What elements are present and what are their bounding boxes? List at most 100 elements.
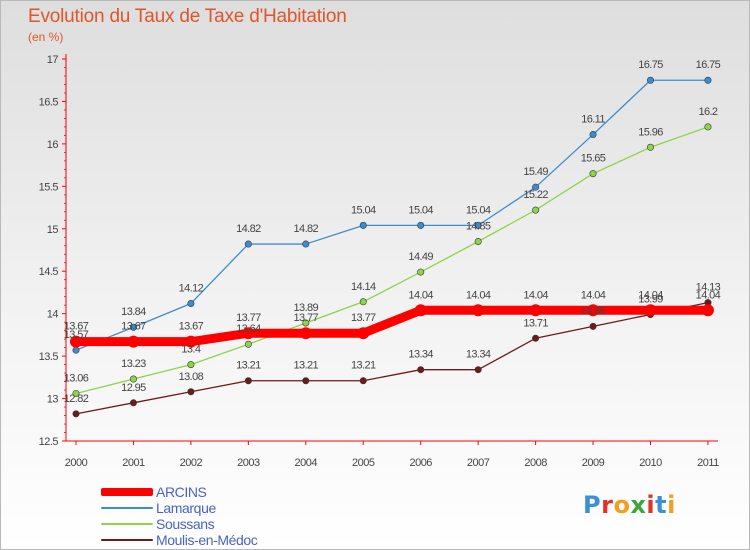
y-tick-label: 14.5 [39, 266, 59, 278]
data-label: 13.67 [179, 321, 204, 333]
legend-item: Soussans [101, 516, 257, 532]
data-label: 15.04 [466, 204, 491, 216]
y-tick-label: 17 [47, 54, 59, 66]
data-point [127, 335, 140, 348]
y-tick-label: 16 [47, 139, 59, 151]
data-label: 15.04 [351, 204, 376, 216]
data-label: 15.65 [581, 153, 606, 165]
data-point [589, 131, 597, 139]
data-label: 13.89 [294, 302, 319, 314]
data-label: 12.82 [64, 393, 89, 405]
legend-swatch [101, 488, 153, 496]
data-label: 14.82 [294, 223, 319, 235]
x-tick-label: 2001 [122, 457, 145, 469]
data-point [532, 183, 540, 191]
legend-item: Lamarque [101, 500, 257, 516]
data-point [359, 298, 367, 306]
data-point [244, 340, 252, 348]
x-tick-label: 2010 [639, 457, 662, 469]
data-point [646, 143, 654, 151]
series-line-3 [75, 301, 709, 415]
data-label: 16.75 [638, 59, 663, 71]
data-point [589, 322, 597, 330]
data-label: 16.11 [581, 114, 605, 126]
data-point [417, 366, 425, 374]
data-label: 13.67 [64, 321, 89, 333]
x-tick-label: 2007 [467, 457, 490, 469]
legend-swatch [101, 523, 153, 525]
data-label: 14.04 [581, 289, 606, 301]
data-point [532, 334, 540, 342]
x-tick-label: 2005 [352, 457, 375, 469]
data-point [187, 388, 195, 396]
data-point [359, 377, 367, 385]
data-label: 15.49 [523, 166, 548, 178]
data-point [474, 238, 482, 246]
logo-letter: o [613, 491, 631, 519]
data-point [299, 327, 312, 340]
x-tick-label: 2011 [697, 457, 719, 469]
data-label: 13.77 [351, 312, 376, 324]
x-tick-label: 2002 [180, 457, 203, 469]
legend-label: Soussans [156, 516, 215, 532]
y-tick-label: 15.5 [39, 181, 59, 193]
chart-subtitle: (en %) [28, 30, 64, 44]
y-tick-label: 15 [47, 224, 59, 236]
axes: 12.5 13 13.5 14 14.5 15 15.5 16 16.5 17 2000 2001 20… [39, 54, 720, 469]
data-point [244, 240, 252, 248]
data-point [72, 346, 80, 354]
y-tick-label: 13 [47, 394, 59, 406]
data-label: 14.82 [236, 223, 261, 235]
data-label: 15.22 [523, 189, 548, 201]
legend-label: Moulis-en-Médoc [156, 532, 258, 548]
data-point [72, 389, 80, 397]
y-tick-label: 14 [47, 309, 59, 321]
data-label: 14.04 [638, 289, 663, 301]
data-label: 12.95 [121, 382, 146, 394]
data-point [357, 327, 370, 340]
logo-letter: t [655, 491, 668, 519]
data-label: 13.21 [236, 360, 261, 372]
x-tick-label: 2006 [409, 457, 432, 469]
series-line-1 [75, 79, 709, 351]
series-lines [70, 76, 714, 418]
chart-title: Evolution du Taux de Taxe d'Habitation [28, 6, 347, 27]
proxiti-logo: Proxiti [583, 491, 676, 519]
data-point [474, 366, 482, 374]
x-tick-label: 2004 [295, 457, 318, 469]
x-tick-label: 2003 [237, 457, 260, 469]
data-labels: 13.67 13.67 13.67 13.77 13.77 13.77 14.04 14.04… [64, 59, 722, 405]
x-tick-label: 2008 [524, 457, 547, 469]
data-point [242, 327, 255, 340]
data-label: 14.04 [696, 289, 721, 301]
data-point [302, 240, 310, 248]
data-label: 13.84 [121, 306, 146, 318]
x-tick-label: 2000 [65, 457, 88, 469]
data-label: 14.13 [696, 282, 721, 294]
data-label: 16.2 [698, 106, 717, 118]
data-label: 13.21 [351, 360, 376, 372]
y-tick-label: 13.5 [39, 351, 59, 363]
data-point [187, 299, 195, 307]
data-point [187, 361, 195, 369]
data-label: 13.08 [179, 371, 204, 383]
data-point [184, 335, 197, 348]
data-point [129, 375, 137, 383]
data-label: 13.85 [581, 305, 606, 317]
data-point [414, 304, 427, 317]
legend-swatch [101, 507, 153, 509]
data-point [359, 221, 367, 229]
logo-letter: i [646, 491, 656, 519]
data-label: 13.77 [236, 312, 261, 324]
data-label: 13.71 [523, 317, 548, 329]
data-point [529, 304, 542, 317]
y-tick-label: 12.5 [39, 436, 59, 448]
data-label: 14.49 [408, 251, 433, 263]
x-tick-label: 2009 [582, 457, 605, 469]
data-point [302, 319, 310, 327]
legend-label: ARCINS [156, 484, 207, 500]
data-point [129, 323, 137, 331]
data-label: 14.04 [466, 289, 491, 301]
data-point [129, 399, 137, 407]
